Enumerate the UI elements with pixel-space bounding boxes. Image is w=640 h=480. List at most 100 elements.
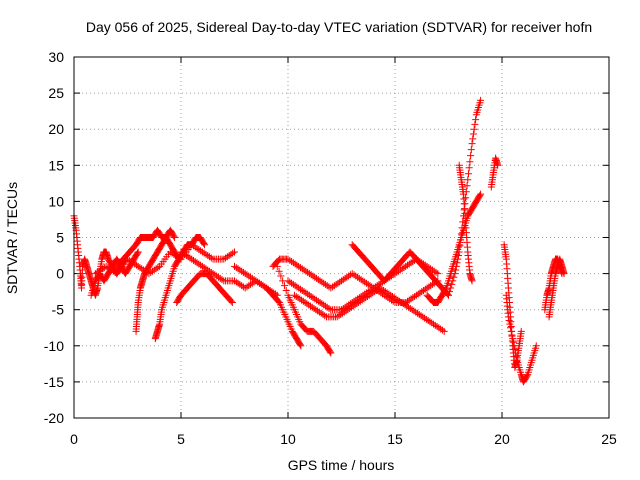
data-point [198, 248, 206, 256]
data-point [124, 255, 131, 263]
data-point [364, 280, 372, 288]
data-point [417, 312, 425, 320]
data-point [349, 302, 357, 310]
data-point [191, 243, 199, 251]
data-point [376, 284, 384, 292]
data-point [401, 301, 409, 309]
data-point [239, 268, 247, 276]
data-point [175, 254, 183, 262]
data-point [389, 292, 397, 300]
data-point [296, 285, 304, 293]
data-point [471, 120, 479, 128]
data-point [348, 270, 356, 278]
data-point [284, 255, 292, 263]
data-point [214, 273, 222, 281]
data-point [191, 258, 199, 266]
data-point [504, 313, 512, 321]
data-point [340, 308, 348, 316]
data-point [421, 285, 429, 293]
data-point [133, 249, 141, 257]
data-point [517, 327, 525, 335]
data-point [91, 270, 99, 278]
plot-frame [73, 56, 610, 419]
data-point [298, 265, 306, 273]
data-point [455, 248, 463, 256]
data-point [326, 348, 334, 356]
data-point [170, 232, 178, 240]
data-point [396, 297, 404, 305]
data-point [255, 279, 263, 287]
data-point [288, 258, 296, 266]
data-point [252, 277, 260, 285]
data-point [385, 290, 393, 298]
data-point [357, 276, 365, 284]
series-s3 [132, 226, 179, 335]
chart-title: Day 056 of 2025, Sidereal Day-to-day VTE… [86, 19, 592, 35]
data-point [286, 256, 294, 264]
series-s6 [91, 241, 238, 278]
data-point [250, 276, 258, 284]
data-point [125, 256, 133, 264]
series-s10 [273, 262, 335, 357]
data-point [310, 304, 318, 312]
data-point [238, 282, 246, 290]
data-point [327, 284, 335, 292]
data-point [511, 345, 519, 353]
data-point [523, 372, 531, 380]
data-point [305, 301, 313, 309]
data-point [414, 290, 422, 298]
data-point [218, 276, 226, 284]
data-point [132, 261, 140, 269]
data-point [290, 291, 298, 299]
data-point [367, 290, 375, 298]
data-point [296, 264, 304, 272]
data-point [294, 294, 302, 302]
data-point [300, 288, 308, 296]
data-point [437, 325, 445, 333]
data-point [390, 294, 398, 302]
data-point [387, 291, 395, 299]
data-point [288, 279, 296, 287]
data-point [302, 267, 310, 275]
data-point [99, 265, 107, 273]
data-point [206, 267, 214, 275]
data-point [364, 292, 372, 300]
data-point [411, 292, 419, 300]
data-point [231, 277, 238, 285]
data-point [129, 259, 137, 267]
data-point [356, 297, 364, 305]
y-tick-label: -5 [52, 302, 65, 318]
data-point [154, 264, 162, 272]
x-tick-label: 10 [280, 431, 296, 447]
data-point [372, 286, 380, 294]
data-point [213, 272, 221, 280]
data-point [200, 240, 208, 248]
data-point [296, 295, 304, 303]
data-point [419, 313, 427, 321]
data-point [449, 277, 457, 285]
data-point [425, 283, 433, 291]
data-point [138, 265, 146, 273]
data-point [403, 261, 411, 269]
data-point [193, 259, 201, 267]
data-point [335, 312, 343, 320]
data-point [447, 284, 455, 292]
data-point [106, 265, 114, 273]
data-point [231, 248, 238, 256]
y-tick-label: -20 [44, 410, 64, 426]
data-point [412, 308, 420, 316]
data-point [308, 303, 316, 311]
data-point [442, 285, 450, 293]
data-point [236, 280, 244, 288]
data-point [468, 277, 476, 285]
data-point [435, 324, 443, 332]
data-point [189, 256, 197, 264]
data-point [344, 306, 352, 314]
data-point [168, 249, 176, 257]
data-point [510, 342, 518, 350]
data-point [452, 262, 460, 270]
y-tick-label: 5 [56, 230, 64, 246]
data-point [507, 327, 515, 335]
data-point [355, 298, 363, 306]
data-point [303, 300, 311, 308]
